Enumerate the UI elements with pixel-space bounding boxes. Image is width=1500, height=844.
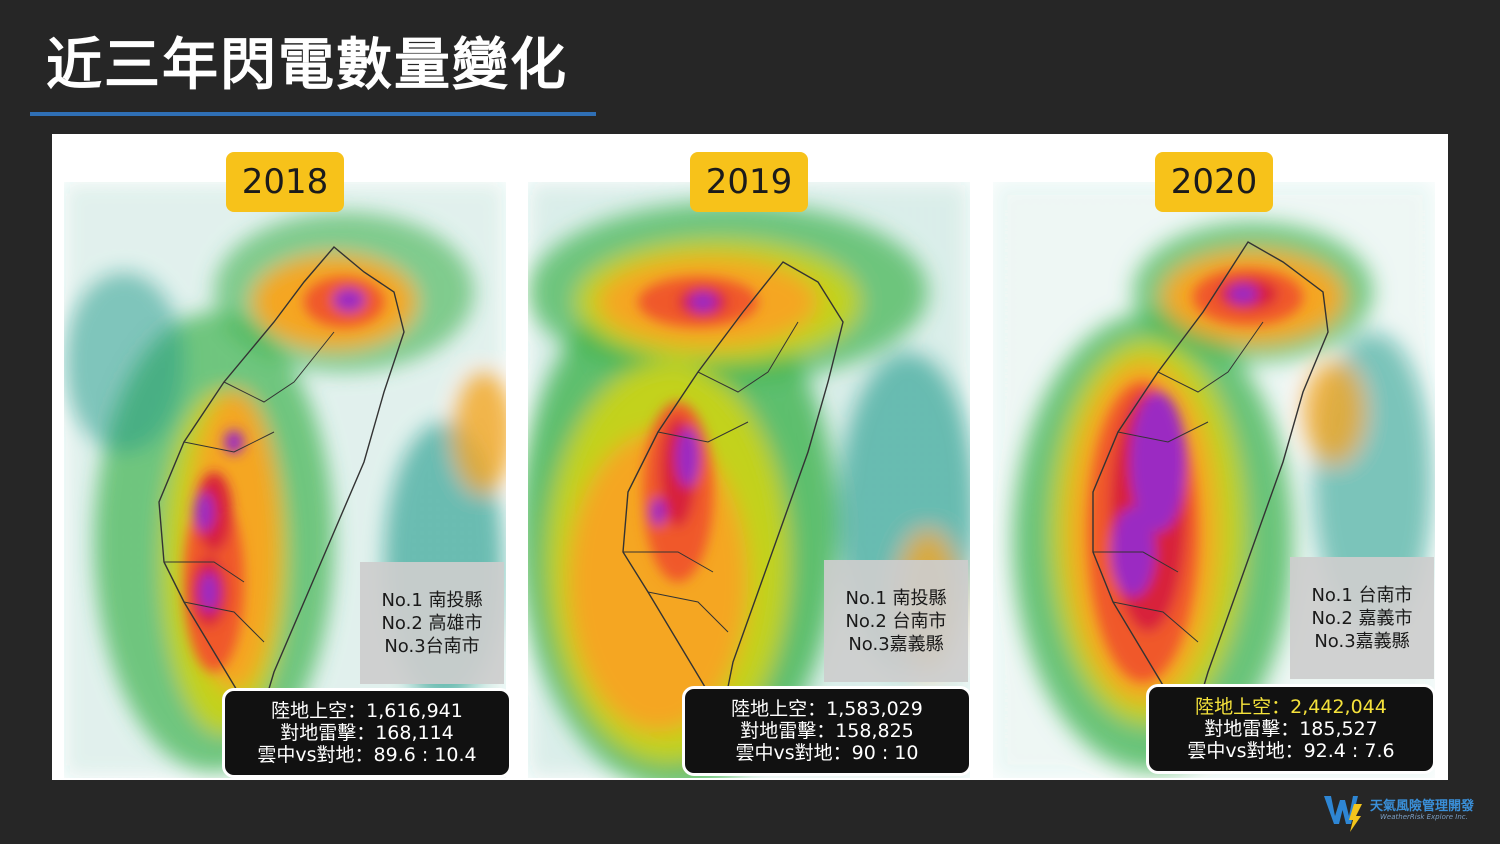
cloud-ground-ratio: 雲中vs對地：90 : 10: [735, 742, 919, 764]
ground-strike-count: 對地雷擊：158,825: [740, 720, 914, 742]
rank-1-label: No.1 南投縣: [845, 587, 947, 609]
stats-box-2018: 陸地上空：1,616,941 對地雷擊：168,114 雲中vs對地：89.6 …: [222, 688, 512, 778]
rank-2-label: No.2 嘉義市: [1311, 607, 1413, 629]
land-lightning-count: 陸地上空：1,583,029: [731, 698, 923, 720]
stats-box-2019: 陸地上空：1,583,029 對地雷擊：158,825 雲中vs對地：90 : …: [682, 686, 972, 776]
rank-3-label: No.3嘉義縣: [848, 633, 944, 655]
wr-logo-icon: [1324, 796, 1362, 832]
ranking-box-2018: No.1 南投縣 No.2 高雄市 No.3台南市: [360, 562, 504, 684]
cloud-ground-ratio: 雲中vs對地：89.6 : 10.4: [257, 744, 477, 766]
year-badge-2020: 2020: [1155, 152, 1273, 212]
cloud-ground-ratio: 雲中vs對地：92.4 : 7.6: [1187, 740, 1395, 762]
rank-2-label: No.2 高雄市: [381, 612, 483, 634]
title-underline: [30, 112, 596, 116]
land-lightning-count: 陸地上空：2,442,044: [1195, 696, 1387, 718]
ground-strike-count: 對地雷擊：168,114: [280, 722, 454, 744]
rank-1-label: No.1 南投縣: [381, 589, 483, 611]
stats-box-2020: 陸地上空：2,442,044 對地雷擊：185,527 雲中vs對地：92.4 …: [1146, 684, 1436, 774]
year-badge-2018: 2018: [226, 152, 344, 212]
logo-name-cn: 天氣風險管理開發: [1370, 799, 1475, 814]
logo-name-en: WeatherRisk Explore Inc.: [1380, 813, 1468, 821]
slide-title: 近三年閃電數量變化: [46, 33, 568, 98]
ground-strike-count: 對地雷擊：185,527: [1204, 718, 1378, 740]
rank-3-label: No.3台南市: [384, 635, 480, 657]
ranking-box-2020: No.1 台南市 No.2 嘉義市 No.3嘉義縣: [1290, 557, 1434, 679]
rank-3-label: No.3嘉義縣: [1314, 630, 1410, 652]
rank-1-label: No.1 台南市: [1311, 584, 1413, 606]
ranking-box-2019: No.1 南投縣 No.2 台南市 No.3嘉義縣: [824, 560, 968, 682]
company-logo: 天氣風險管理開發 WeatherRisk Explore Inc.: [1322, 790, 1492, 834]
rank-2-label: No.2 台南市: [845, 610, 947, 632]
year-badge-2019: 2019: [690, 152, 808, 212]
land-lightning-count: 陸地上空：1,616,941: [271, 700, 463, 722]
